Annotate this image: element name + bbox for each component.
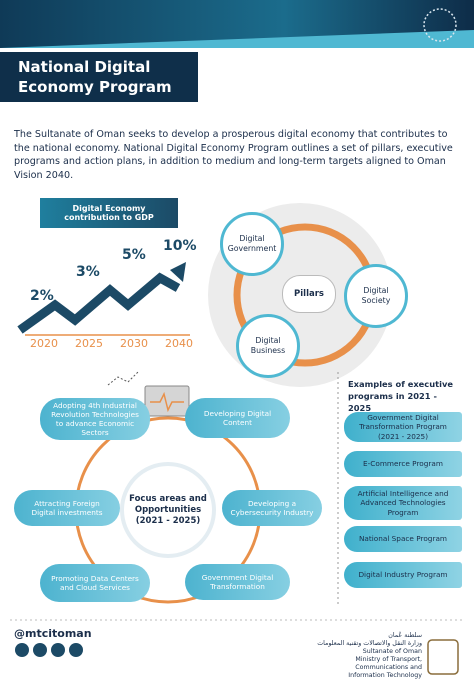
gdp-label: 10% — [163, 238, 197, 254]
header-stripe — [0, 30, 474, 48]
title: National Digital Economy Program — [18, 58, 172, 96]
gdp-year: 2040 — [165, 337, 193, 350]
examples-title: Examples of executive programs in 2021 -… — [348, 379, 453, 413]
logo — [423, 8, 457, 42]
ministry: سلطنة عُمان وزارة النقل والاتصالات وتقني… — [280, 632, 422, 680]
pillar-label: Digital Society — [361, 286, 391, 305]
gdp-year: 2030 — [120, 337, 148, 350]
pillar-label: Digital Business — [250, 336, 286, 355]
focus-title: Focus areas and Opportunities (2021 - 20… — [129, 493, 207, 526]
gdp-label: 5% — [122, 247, 146, 263]
example-item: Government Digital Transformation Progra… — [344, 412, 462, 442]
icon-youtube — [69, 643, 83, 657]
intro: The Sultanate of Oman seeks to develop a… — [14, 129, 453, 181]
ministry-logo — [427, 639, 459, 675]
handle: @mtcitoman — [14, 627, 92, 640]
pillar: Digital Business — [236, 314, 300, 378]
gdp-title: Digital Economy contribution to GDP — [40, 198, 178, 228]
focus-item: Promoting Data Centers and Cloud Service… — [40, 564, 150, 602]
pulse-dots — [107, 371, 139, 386]
ministry-en-2: Ministry of Transport, Communications an… — [348, 656, 422, 679]
gdp-label: 2% — [30, 288, 54, 304]
monitor — [144, 385, 190, 417]
example-item: Artificial Intelligence and Advanced Tec… — [344, 486, 462, 520]
growth-line — [17, 272, 181, 334]
focus-item: Developing Digital Content — [185, 398, 290, 438]
gdp-year: 2025 — [75, 337, 103, 350]
growth-arrow — [170, 262, 186, 282]
pillar: Digital Society — [344, 264, 408, 328]
icon-facebook — [33, 643, 47, 657]
example-item: Digital Industry Program — [344, 562, 462, 588]
social-icons — [15, 643, 83, 657]
icon-twitter — [15, 643, 29, 657]
focus-item: Adopting 4th Industrial Revolution Techn… — [40, 398, 150, 440]
ministry-ar-2: وزارة النقل والاتصالات وتقنية المعلومات — [317, 640, 422, 647]
focus-item: Attracting Foreign Digital investments — [14, 490, 120, 526]
gdp-label: 3% — [76, 264, 100, 280]
ministry-en-1: Sultanate of Oman — [362, 648, 422, 655]
example-item: National Space Program — [344, 526, 462, 552]
focus-item: Government Digital Transformation — [185, 564, 290, 600]
focus-item: Developing a Cybersecurity Industry — [222, 490, 322, 526]
gdp-year: 2020 — [30, 337, 58, 350]
pillar-label: Digital Government — [227, 234, 277, 253]
example-item: E-Commerce Program — [344, 451, 462, 477]
pillar-center: Pillars — [282, 275, 336, 313]
ministry-ar-1: سلطنة عُمان — [388, 632, 422, 639]
icon-instagram — [51, 643, 65, 657]
pillar: Digital Government — [220, 212, 284, 276]
focus-center: Focus areas and Opportunities (2021 - 20… — [120, 462, 216, 558]
monitor-pulse — [150, 391, 184, 413]
title-box: National Digital Economy Program — [0, 52, 198, 102]
